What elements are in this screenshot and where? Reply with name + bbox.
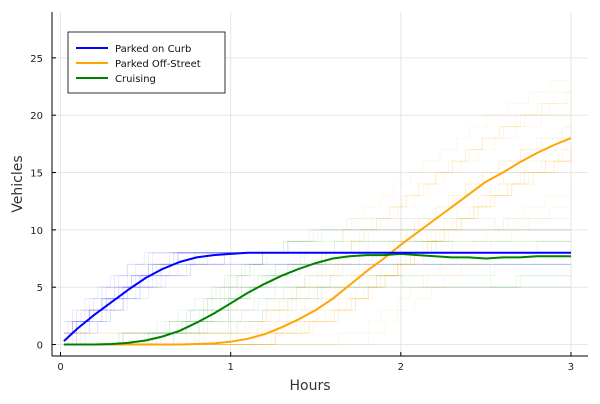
simulation-trace — [63, 263, 571, 345]
simulation-trace — [63, 263, 571, 345]
series-line — [63, 137, 572, 346]
y-tick-label: 5 — [37, 283, 43, 294]
simulation-trace — [63, 229, 571, 345]
y-tick-label: 25 — [30, 54, 43, 65]
y-tick-label: 10 — [30, 226, 43, 237]
axes — [51, 12, 588, 357]
legend-label-offstreet: Parked Off-Street — [115, 59, 201, 70]
y-axis-title: Vehicles — [10, 155, 26, 212]
simulation-trace — [63, 91, 571, 334]
legend-label-curb: Parked on Curb — [115, 44, 191, 55]
ticks: 0 1 2 3 0 5 10 15 20 25 — [30, 54, 574, 373]
grid — [52, 12, 588, 356]
series-line — [63, 252, 571, 346]
simulation-trace — [63, 229, 571, 345]
x-tick-label: 0 — [57, 362, 63, 373]
series-lines — [63, 137, 572, 346]
y-tick-label: 15 — [30, 169, 43, 180]
x-tick-label: 2 — [398, 362, 404, 373]
simulation-trace — [63, 229, 571, 345]
simulation-trace — [63, 218, 571, 345]
x-axis-title: Hours — [289, 378, 330, 394]
x-tick-label: 3 — [568, 362, 574, 373]
legend: Parked on Curb Parked Off-Street Cruisin… — [67, 31, 226, 94]
y-tick-label: 20 — [30, 111, 43, 122]
simulation-trace — [63, 91, 571, 334]
x-tick-label: 1 — [227, 362, 233, 373]
series-line — [63, 251, 571, 342]
legend-label-cruising: Cruising — [115, 74, 156, 85]
simulation-trace — [63, 263, 571, 334]
simulation-trace — [63, 218, 571, 345]
y-tick-label: 0 — [37, 341, 43, 352]
